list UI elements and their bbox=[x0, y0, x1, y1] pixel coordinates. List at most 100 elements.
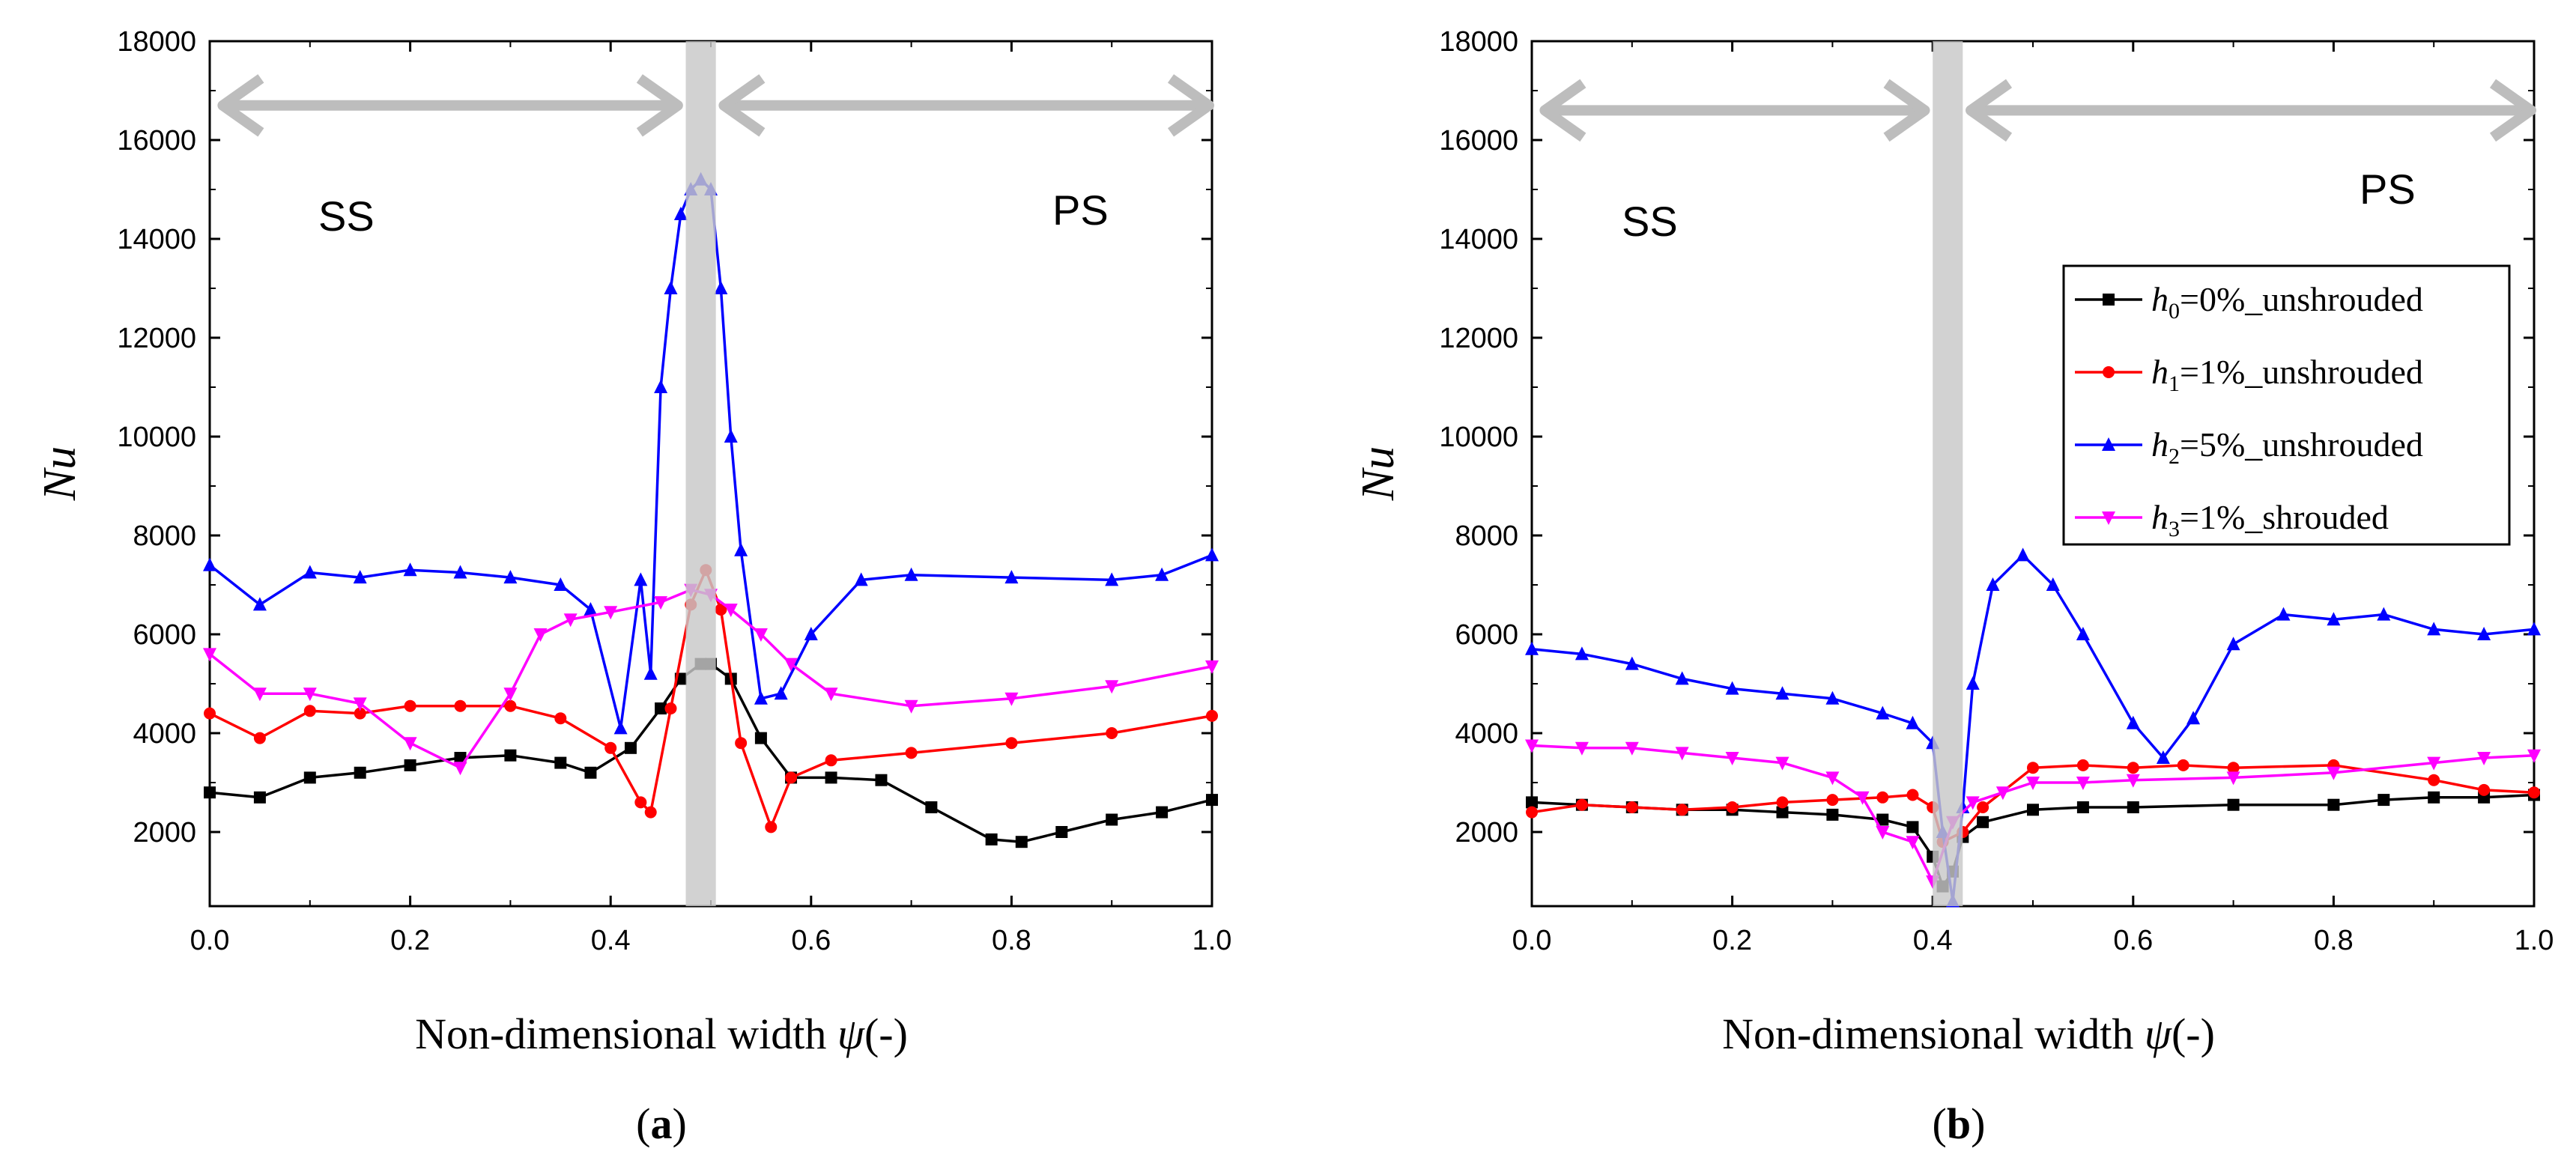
panel-b-data-point bbox=[2016, 547, 2030, 562]
panel-a: 2000 4000 6000 8000 10000 12000 14000 16000 1800… bbox=[34, 26, 1231, 1148]
panel-a-data-point bbox=[563, 613, 578, 628]
panel-b-data-point bbox=[2126, 715, 2140, 729]
panel-b-data-point bbox=[2156, 750, 2170, 764]
panel-a-data-point bbox=[613, 720, 628, 735]
panel-a-data-point bbox=[1155, 567, 1169, 581]
legend-label: h1=1%_unshrouded bbox=[2151, 353, 2423, 396]
panel-a-y-tick-label: 8000 bbox=[133, 520, 196, 552]
panel-b-plot-area: 2000 4000 6000 8000 10000 12000 14000 16000 1800… bbox=[1439, 26, 2554, 956]
panel-b-series-2 bbox=[1525, 547, 2541, 908]
panel-a-data-point bbox=[404, 699, 416, 712]
panel-b-caption-close: ) bbox=[1971, 1099, 1985, 1148]
legend-label: h2=5%_unshrouded bbox=[2151, 425, 2423, 469]
panel-a-data-point bbox=[1156, 806, 1169, 819]
panel-b-y-tick-label: 18000 bbox=[1439, 26, 1518, 58]
panel-a-x-tick-label: 0.8 bbox=[992, 925, 1031, 956]
panel-a-plot-area: 2000 4000 6000 8000 10000 12000 14000 16000 1800… bbox=[117, 26, 1231, 956]
legend-subscript: 3 bbox=[2169, 517, 2180, 541]
panel-a-data-point bbox=[925, 801, 938, 813]
panel-a-data-point bbox=[754, 628, 768, 642]
panel-b-data-point bbox=[1775, 756, 1789, 771]
panel-a-data-point bbox=[454, 699, 467, 712]
panel-b-data-point bbox=[2378, 794, 2390, 807]
panel-a-ps-arrow-left-head bbox=[718, 74, 766, 137]
panel-b-data-point bbox=[1825, 771, 1840, 786]
panel-b-data-point bbox=[2527, 749, 2541, 763]
panel-b-data-point bbox=[1876, 705, 1890, 720]
panel-b-y-tick-label: 10000 bbox=[1439, 422, 1518, 453]
panel-a-data-point bbox=[252, 687, 267, 702]
legend-symbol: h bbox=[2151, 498, 2169, 536]
panel-a-data-point bbox=[825, 754, 837, 767]
panel-a-series-3 bbox=[203, 583, 1219, 776]
legend-rest: =0%_unshrouded bbox=[2180, 280, 2423, 318]
panel-a-data-point bbox=[453, 762, 467, 776]
panel-a-data-point bbox=[453, 565, 467, 579]
panel-b-caption-letter: b bbox=[1947, 1099, 1971, 1148]
panel-a-x-tick-label: 1.0 bbox=[1192, 925, 1232, 956]
panel-b-x-tick-label: 0.2 bbox=[1712, 925, 1752, 956]
panel-a-data-point bbox=[785, 771, 798, 784]
panel-b-data-point bbox=[1826, 794, 1839, 807]
panel-b-data-point bbox=[2227, 798, 2240, 811]
panel-b-x-axis-title: Non-dimensional width ψ(-) bbox=[1722, 1009, 2215, 1058]
panel-a-y-tick-label: 2000 bbox=[133, 817, 196, 848]
panel-b-data-point bbox=[1776, 796, 1789, 809]
panel-b-ss-arrow bbox=[1539, 79, 1930, 142]
panel-b-data-point bbox=[2076, 627, 2090, 640]
panel-b-data-point bbox=[1986, 577, 2000, 591]
panel-b-data-point bbox=[2046, 577, 2060, 591]
panel-a-data-point bbox=[584, 602, 598, 616]
panel-b-data-point bbox=[2478, 783, 2491, 796]
legend-marker bbox=[2102, 437, 2115, 451]
panel-a-data-point bbox=[584, 766, 597, 779]
panel-b-data-point bbox=[1977, 801, 1989, 813]
panel-a-data-point bbox=[754, 732, 767, 744]
panel-a-data-point bbox=[634, 572, 648, 586]
legend-item: h3=1%_shrouded bbox=[2075, 498, 2389, 541]
panel-b-x-axis-unit: (-) bbox=[2172, 1009, 2215, 1058]
panel-b-caption: (b) bbox=[1933, 1099, 1986, 1148]
panel-a-data-point bbox=[303, 687, 317, 702]
panel-a-data-point bbox=[1015, 836, 1028, 848]
panel-a-y-tick-label: 4000 bbox=[133, 718, 196, 750]
panel-a-data-point bbox=[1106, 727, 1118, 739]
panel-b-data-point bbox=[1995, 786, 2010, 801]
panel-b-data-point bbox=[1906, 789, 1919, 801]
panel-a-y-tick-label: 12000 bbox=[117, 323, 196, 354]
legend-marker bbox=[2103, 366, 2115, 378]
panel-b-data-point bbox=[1726, 801, 1739, 813]
panel-a-data-point bbox=[824, 687, 838, 702]
panel-a-data-point bbox=[765, 821, 778, 834]
panel-a-data-point bbox=[654, 380, 668, 393]
panel-b-ps-label: PS bbox=[2360, 166, 2416, 213]
legend-label: h0=0%_unshrouded bbox=[2151, 280, 2423, 324]
panel-a-data-point bbox=[554, 577, 568, 591]
panel-a-data-point bbox=[203, 648, 216, 662]
panel-a-data-point bbox=[1205, 547, 1219, 562]
panel-a-data-point bbox=[252, 597, 267, 611]
panel-b: 2000 4000 6000 8000 10000 12000 14000 16000 1800… bbox=[1353, 26, 2554, 1148]
panel-a-data-point bbox=[604, 741, 617, 754]
panel-a-ss-label: SS bbox=[318, 192, 375, 240]
panel-b-data-point bbox=[2477, 752, 2491, 765]
panel-a-data-point bbox=[624, 741, 637, 754]
panel-a-x-tick-label: 0.2 bbox=[390, 925, 430, 956]
legend-label: h3=1%_shrouded bbox=[2151, 498, 2389, 541]
panel-a-series-2 bbox=[203, 171, 1219, 735]
panel-b-data-point bbox=[2076, 777, 2090, 790]
panel-b-data-point bbox=[2027, 804, 2039, 816]
panel-b-data-point bbox=[1876, 791, 1889, 804]
panel-a-data-point bbox=[1005, 737, 1018, 750]
panel-b-ss-arrow-right-head bbox=[1883, 79, 1930, 142]
legend-box bbox=[2062, 264, 2511, 546]
panel-b-x-tick-label: 1.0 bbox=[2515, 925, 2554, 956]
legend-symbol: h bbox=[2151, 353, 2169, 391]
panel-b-data-point bbox=[2327, 798, 2340, 811]
panel-b-data-point bbox=[1725, 681, 1739, 695]
panel-b-x-axis-symbol: ψ bbox=[2145, 1009, 2172, 1058]
panel-a-ss-arrow-right-head bbox=[636, 74, 683, 137]
panel-a-data-point bbox=[854, 572, 868, 586]
panel-a-data-point bbox=[1004, 692, 1019, 706]
panel-b-data-point bbox=[1725, 752, 1739, 765]
